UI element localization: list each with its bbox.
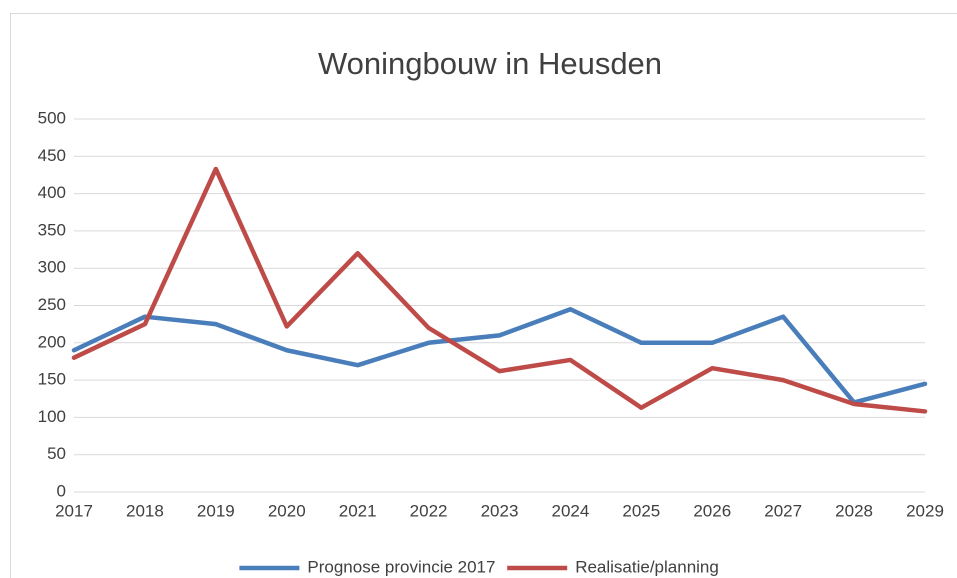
x-tick-label: 2018 (126, 501, 164, 520)
x-tick-label: 2029 (906, 501, 944, 520)
chart-frame (10, 13, 957, 578)
y-tick-label: 100 (38, 407, 66, 426)
x-tick-label: 2021 (339, 501, 377, 520)
x-tick-label: 2024 (552, 501, 590, 520)
legend-label: Prognose provincie 2017 (307, 557, 495, 576)
x-tick-label: 2017 (55, 501, 93, 520)
y-tick-label: 0 (57, 481, 66, 500)
legend-label: Realisatie/planning (575, 557, 719, 576)
x-tick-label: 2026 (693, 501, 731, 520)
x-tick-label: 2025 (622, 501, 660, 520)
y-tick-label: 50 (47, 444, 66, 463)
x-tick-label: 2028 (835, 501, 873, 520)
x-tick-label: 2020 (268, 501, 306, 520)
line-series (71, 166, 928, 414)
y-tick-label: 150 (38, 370, 66, 389)
y-tick-label: 400 (38, 183, 66, 202)
line-series (71, 306, 928, 405)
y-tick-label: 250 (38, 295, 66, 314)
y-tick-label: 350 (38, 220, 66, 239)
y-tick-label: 500 (38, 108, 66, 127)
x-tick-label: 2019 (197, 501, 235, 520)
x-tick-label: 2023 (481, 501, 519, 520)
y-tick-label: 450 (38, 146, 66, 165)
y-tick-label: 200 (38, 332, 66, 351)
x-tick-label: 2027 (764, 501, 802, 520)
y-tick-label: 300 (38, 258, 66, 277)
x-tick-label: 2022 (410, 501, 448, 520)
chart-title: Woningbouw in Heusden (318, 46, 662, 81)
